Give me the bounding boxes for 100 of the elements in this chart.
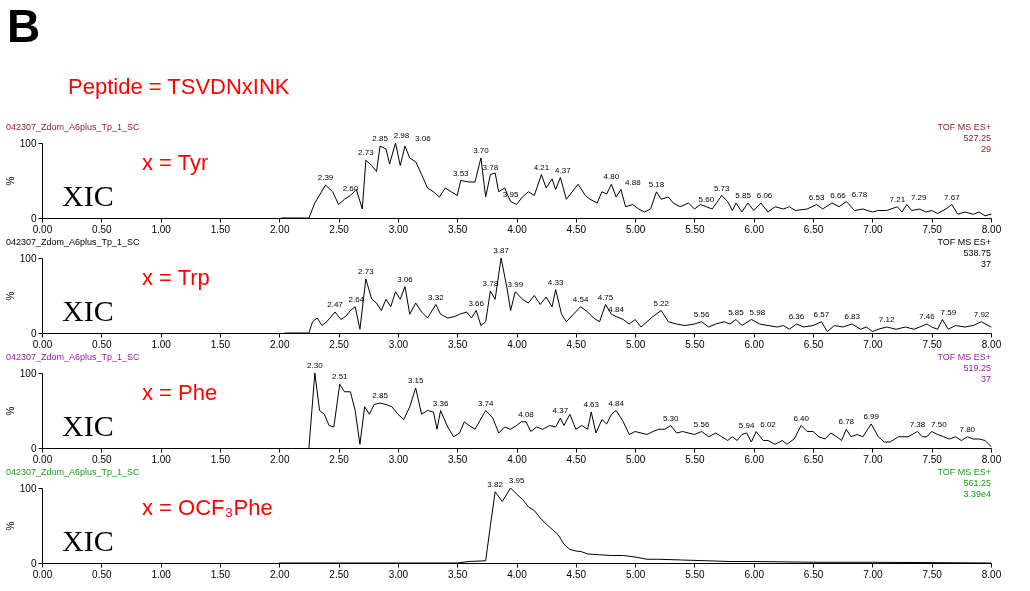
- x-tick-label: 2.50: [329, 568, 350, 580]
- x-tick-label: 3.50: [447, 568, 468, 580]
- x-tick-label: 5.50: [685, 453, 706, 465]
- text: 519.25: [963, 363, 991, 373]
- annotation: XIC: [62, 524, 114, 557]
- x-tick-label: 4.00: [507, 223, 528, 235]
- x-tick-label: 7.50: [922, 338, 943, 350]
- x-tick-label: 4.00: [507, 453, 528, 465]
- x-tick-label: 1.50: [210, 453, 231, 465]
- annotation: x = Phe: [142, 380, 218, 405]
- text: TOF MS ES+: [937, 352, 991, 362]
- annotation: 3.39e4: [963, 489, 991, 499]
- x-tick-label: 0.00: [32, 338, 53, 350]
- annotation: 2.73: [358, 148, 375, 158]
- y-axis-title: %: [4, 176, 16, 186]
- x-tick-label: 7.00: [863, 223, 884, 235]
- annotation: 3.06: [415, 134, 432, 143]
- annotation: 5.85: [735, 191, 752, 200]
- y-tick-label: 100: [19, 367, 37, 379]
- annotation: x = Tyr: [142, 150, 209, 175]
- annotation: 4.88: [625, 177, 642, 187]
- annotation: 5.56: [693, 419, 710, 429]
- x-tick-label: 6.50: [803, 338, 824, 350]
- annotation: 3.06: [397, 274, 414, 284]
- annotation: 6.53: [808, 192, 825, 202]
- annotation: 3.95: [502, 189, 519, 199]
- annotation: 3.74: [477, 398, 494, 408]
- chart-title: B: [7, 0, 41, 52]
- x-tick-label: 2.00: [270, 568, 290, 580]
- annotation: 2.73: [358, 267, 375, 276]
- x-tick-label: 7.00: [863, 453, 884, 465]
- x-tick-label: 6.00: [744, 223, 765, 235]
- x-tick-label: 8.00: [981, 453, 1002, 465]
- annotation: 5.56: [693, 309, 710, 319]
- annotation: 6.66: [830, 191, 847, 200]
- text: 561.25: [963, 478, 991, 488]
- text: TOF MS ES+: [937, 467, 991, 477]
- annotation: 6.02: [760, 419, 777, 429]
- annotation: 29: [980, 144, 991, 154]
- x-tick-label: 5.50: [685, 338, 706, 350]
- x-tick-label: 1.50: [210, 223, 231, 235]
- text: 042307_Zdom_A6plus_Tp_1_SC: [6, 352, 141, 362]
- x-tick-label: 6.50: [803, 223, 824, 235]
- annotation: 4.54: [572, 294, 589, 304]
- x-tick-label: 4.00: [507, 568, 528, 580]
- annotation: 4.75: [597, 292, 614, 302]
- annotation: 6.99: [863, 412, 880, 421]
- x-tick-label: 4.50: [566, 453, 587, 465]
- x-tick-label: 7.00: [863, 338, 884, 350]
- annotation: 7.92: [973, 309, 990, 319]
- x-tick-label: 6.50: [803, 568, 824, 580]
- annotation: 6.40: [793, 413, 810, 423]
- x-tick-label: 1.50: [210, 568, 231, 580]
- annotation: 5.60: [698, 194, 715, 204]
- annotation: 6.78: [838, 417, 855, 427]
- annotation: 2.85: [372, 391, 389, 400]
- x-tick-label: 6.50: [803, 453, 824, 465]
- x-tick-label: 1.00: [151, 453, 172, 465]
- x-tick-label: 8.00: [981, 568, 1002, 580]
- x-tick-label: 0.00: [32, 568, 53, 580]
- annotation: 2.47: [327, 300, 344, 309]
- x-tick-label: 2.50: [329, 453, 350, 465]
- annotation: XIC: [62, 294, 114, 327]
- x-tick-label: 4.50: [566, 223, 587, 235]
- y-tick-label: 0: [30, 327, 37, 339]
- annotation: 7.67: [944, 192, 961, 202]
- annotation: 3.66: [468, 298, 485, 308]
- annotation: 7.46: [919, 312, 936, 321]
- x-tick-label: 6.00: [744, 453, 765, 465]
- x-tick-label: 3.00: [388, 223, 409, 235]
- x-tick-label: 7.50: [922, 223, 943, 235]
- annotation: 7.21: [889, 194, 906, 204]
- x-tick-label: 3.50: [447, 338, 468, 350]
- x-tick-label: 0.50: [92, 223, 112, 235]
- annotation: 7.59: [940, 307, 957, 317]
- annotation: 4.63: [583, 400, 600, 409]
- annotation: 4.84: [608, 398, 625, 408]
- x-tick-label: 5.00: [625, 223, 646, 235]
- annotation: 5.18: [648, 179, 665, 189]
- annotation: 2.98: [393, 131, 410, 140]
- annotation: 5.85: [728, 307, 745, 317]
- annotation: 7.38: [909, 419, 926, 429]
- annotation: XIC: [62, 179, 114, 212]
- annotation: 3.32: [428, 292, 445, 302]
- annotation: 37: [980, 374, 991, 384]
- y-tick-label: 100: [19, 482, 37, 494]
- text: TOF MS ES+: [937, 122, 991, 132]
- text: 042307_Zdom_A6plus_Tp_1_SC: [6, 122, 141, 132]
- annotation: 7.12: [878, 315, 895, 324]
- annotation: 6.36: [788, 312, 805, 321]
- y-axis-title: %: [4, 521, 16, 531]
- x-tick-label: 3.00: [388, 568, 409, 580]
- y-tick-label: 0: [30, 212, 37, 224]
- y-tick-label: 0: [30, 442, 37, 454]
- annotation: 7.80: [959, 424, 976, 434]
- annotation: 2.39: [317, 173, 334, 182]
- annotation: 37: [980, 259, 991, 269]
- x-tick-label: 4.50: [566, 338, 587, 350]
- annotation: 3.87: [493, 246, 510, 255]
- annotation: 4.37: [555, 165, 572, 175]
